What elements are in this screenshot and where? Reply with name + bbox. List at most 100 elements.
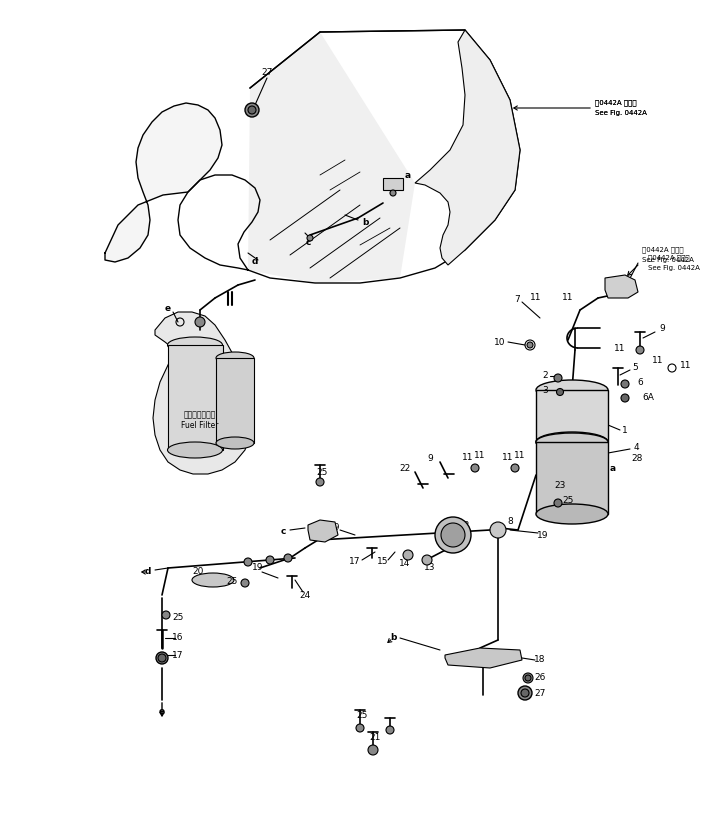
Circle shape bbox=[525, 675, 531, 681]
Circle shape bbox=[316, 478, 324, 486]
Text: 24: 24 bbox=[299, 592, 311, 600]
Circle shape bbox=[554, 499, 562, 507]
Text: 19: 19 bbox=[329, 524, 341, 533]
Text: 25: 25 bbox=[226, 578, 237, 587]
Ellipse shape bbox=[536, 432, 608, 452]
Text: 12: 12 bbox=[459, 520, 471, 529]
Circle shape bbox=[636, 346, 644, 354]
Circle shape bbox=[435, 517, 471, 553]
Text: 21: 21 bbox=[369, 733, 381, 742]
Text: 1: 1 bbox=[622, 426, 628, 435]
Circle shape bbox=[244, 558, 252, 566]
Text: d: d bbox=[145, 568, 151, 577]
Text: 8: 8 bbox=[507, 517, 513, 526]
Circle shape bbox=[518, 686, 532, 700]
Text: e: e bbox=[159, 708, 165, 717]
Text: c: c bbox=[305, 238, 311, 247]
Polygon shape bbox=[248, 32, 415, 283]
Text: 第0442A 図参照: 第0442A 図参照 bbox=[595, 100, 637, 106]
Circle shape bbox=[621, 380, 629, 388]
Circle shape bbox=[422, 555, 432, 565]
Circle shape bbox=[554, 374, 562, 382]
Text: 9: 9 bbox=[659, 324, 665, 333]
Circle shape bbox=[356, 724, 364, 732]
Text: e: e bbox=[165, 303, 171, 312]
Text: 11: 11 bbox=[514, 450, 525, 459]
Circle shape bbox=[368, 745, 378, 755]
Text: 19: 19 bbox=[252, 564, 264, 573]
Text: a: a bbox=[610, 463, 616, 472]
Text: 3: 3 bbox=[542, 386, 548, 395]
Text: 11: 11 bbox=[530, 293, 542, 302]
Circle shape bbox=[307, 235, 313, 241]
Circle shape bbox=[162, 611, 170, 619]
Text: 第0442A 図参照: 第0442A 図参照 bbox=[648, 255, 689, 261]
Text: Fuel Filter: Fuel Filter bbox=[181, 421, 219, 430]
Ellipse shape bbox=[216, 437, 254, 449]
Text: 22: 22 bbox=[399, 463, 411, 472]
Circle shape bbox=[557, 389, 563, 395]
Circle shape bbox=[241, 579, 249, 587]
Circle shape bbox=[441, 523, 465, 547]
Circle shape bbox=[266, 556, 274, 564]
Ellipse shape bbox=[536, 433, 608, 451]
Text: See Fig. 0442A: See Fig. 0442A bbox=[595, 110, 647, 116]
Bar bbox=[216, 358, 254, 443]
Circle shape bbox=[471, 464, 479, 472]
Text: 2: 2 bbox=[542, 370, 548, 380]
Text: 6A: 6A bbox=[642, 392, 654, 401]
Text: フェルフィルタ: フェルフィルタ bbox=[184, 410, 216, 419]
Ellipse shape bbox=[168, 442, 222, 458]
Circle shape bbox=[386, 726, 394, 734]
Text: 25: 25 bbox=[173, 614, 184, 623]
Text: 15: 15 bbox=[377, 557, 389, 566]
Text: 13: 13 bbox=[424, 562, 436, 572]
Text: 11: 11 bbox=[502, 453, 514, 462]
Text: 第0442A 図参照: 第0442A 図参照 bbox=[642, 247, 684, 253]
Text: 11: 11 bbox=[474, 450, 486, 459]
Text: See Fig. 0442A: See Fig. 0442A bbox=[648, 265, 700, 271]
Ellipse shape bbox=[216, 352, 254, 364]
Circle shape bbox=[621, 394, 629, 402]
Bar bbox=[383, 178, 403, 190]
Circle shape bbox=[403, 550, 413, 560]
Circle shape bbox=[490, 522, 506, 538]
Polygon shape bbox=[308, 520, 338, 542]
Text: 16: 16 bbox=[173, 633, 184, 642]
Text: 27: 27 bbox=[534, 689, 545, 698]
Ellipse shape bbox=[168, 337, 222, 353]
Polygon shape bbox=[153, 312, 252, 474]
Circle shape bbox=[158, 654, 166, 662]
Circle shape bbox=[248, 106, 256, 114]
Text: 25: 25 bbox=[563, 495, 574, 505]
Polygon shape bbox=[105, 103, 222, 262]
Polygon shape bbox=[605, 275, 638, 298]
Text: 18: 18 bbox=[534, 655, 545, 664]
Circle shape bbox=[245, 103, 259, 117]
Text: b: b bbox=[390, 633, 396, 642]
Circle shape bbox=[284, 554, 292, 562]
Text: 6: 6 bbox=[637, 377, 643, 386]
Text: See Fig. 0442A: See Fig. 0442A bbox=[595, 110, 647, 116]
Text: 25: 25 bbox=[317, 467, 328, 476]
Text: 26: 26 bbox=[534, 673, 545, 682]
Text: 28: 28 bbox=[631, 453, 642, 462]
Text: 14: 14 bbox=[399, 559, 411, 568]
Text: See Fig. 0442A: See Fig. 0442A bbox=[642, 257, 694, 263]
Text: 11: 11 bbox=[652, 355, 664, 364]
Text: 20: 20 bbox=[193, 568, 204, 577]
Bar bbox=[168, 345, 223, 450]
Polygon shape bbox=[445, 648, 522, 668]
Ellipse shape bbox=[536, 380, 608, 400]
Text: 23: 23 bbox=[554, 480, 565, 489]
Text: 17: 17 bbox=[349, 557, 361, 566]
Circle shape bbox=[521, 689, 529, 697]
Circle shape bbox=[523, 673, 533, 683]
Text: 11: 11 bbox=[615, 343, 626, 352]
Text: 9: 9 bbox=[427, 453, 433, 462]
Text: 27: 27 bbox=[261, 68, 272, 77]
Text: c: c bbox=[280, 528, 286, 537]
Circle shape bbox=[195, 317, 205, 327]
Bar bbox=[536, 390, 608, 442]
Text: 17: 17 bbox=[173, 651, 184, 660]
